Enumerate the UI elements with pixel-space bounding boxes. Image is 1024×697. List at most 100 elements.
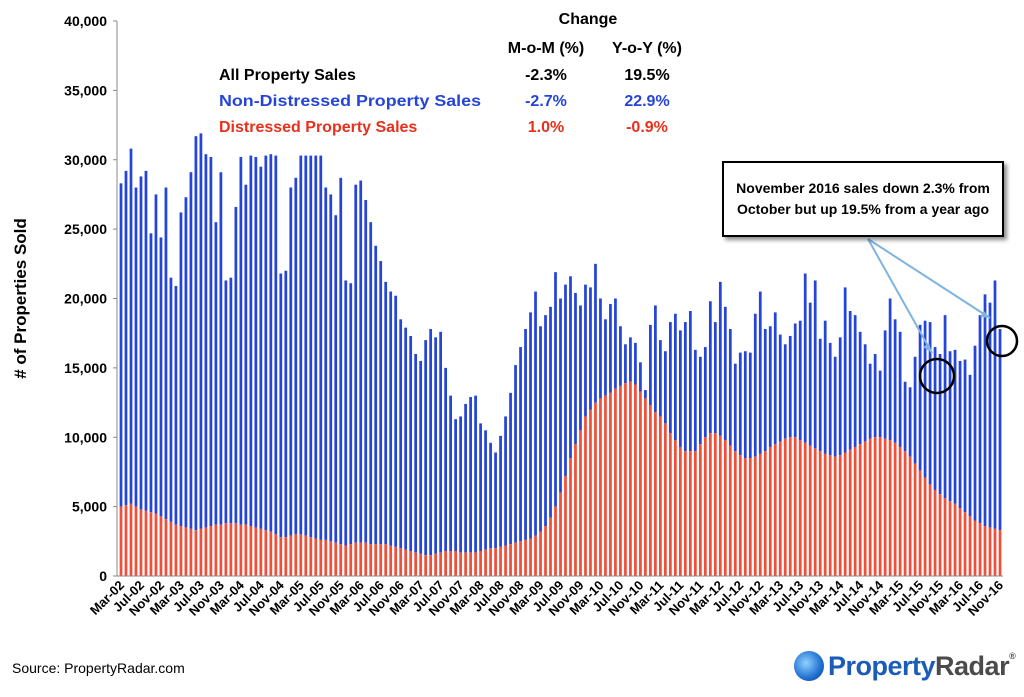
bar-distressed (669, 433, 672, 576)
bar-distressed (389, 545, 393, 576)
logo-text-property: Property (828, 650, 936, 681)
bar-non-distressed (669, 322, 672, 434)
bar-non-distressed (379, 261, 383, 545)
bar-non-distressed (574, 292, 577, 445)
bar-non-distressed (369, 222, 373, 545)
bar-distressed (723, 440, 727, 576)
bar-non-distressed (778, 334, 782, 442)
bar-non-distressed (993, 280, 997, 529)
bar-distressed (234, 523, 238, 576)
y-tick-label: 25,000 (64, 221, 107, 237)
bar-non-distressed (703, 347, 707, 438)
bar-distressed (913, 463, 917, 576)
bar-non-distressed (209, 156, 213, 527)
bar-distressed (654, 412, 657, 576)
bar-non-distressed (808, 302, 812, 446)
bar-distressed (803, 442, 807, 576)
bar-non-distressed (723, 306, 727, 441)
bar-distressed (439, 552, 443, 576)
bar-non-distressed (364, 199, 368, 543)
bar-distressed (693, 451, 697, 577)
bar-distressed (983, 526, 987, 576)
bar-non-distressed (933, 347, 937, 490)
bar-distressed (883, 438, 887, 576)
bar-non-distressed (414, 354, 418, 553)
bar-non-distressed (509, 392, 512, 545)
bar-non-distressed (289, 187, 293, 536)
bar-non-distressed (339, 177, 343, 545)
bar-non-distressed (733, 363, 737, 452)
bar-non-distressed (154, 194, 158, 514)
bar-distressed (314, 538, 318, 576)
bar-distressed (134, 506, 138, 577)
bar-non-distressed (639, 362, 642, 392)
table-row-all-mom: -2.3% (525, 67, 567, 84)
bar-non-distressed (793, 323, 797, 438)
bar-non-distressed (873, 354, 877, 438)
bar-distressed (589, 409, 592, 576)
bar-distressed (838, 455, 842, 576)
bar-non-distressed (139, 176, 143, 510)
bar-non-distressed (743, 351, 747, 459)
bar-non-distressed (259, 166, 263, 529)
bar-non-distressed (384, 281, 388, 545)
bar-distressed (504, 545, 507, 576)
bar-distressed (893, 442, 897, 576)
bar-distressed (743, 458, 747, 576)
bar-distressed (718, 435, 722, 576)
bar-non-distressed (439, 331, 443, 553)
bar-distressed (224, 523, 228, 576)
table-row-all-label: All Property Sales (219, 67, 356, 84)
bar-non-distressed (698, 356, 702, 445)
bar-distressed (374, 544, 378, 576)
bar-distressed (649, 405, 652, 576)
bar-distressed (359, 542, 363, 576)
propertyradar-logo: PropertyRadar® (794, 648, 1016, 684)
bar-distressed (963, 512, 967, 576)
bar-distressed (284, 537, 288, 576)
bar-non-distressed (449, 395, 452, 552)
table-title: Change (559, 11, 618, 28)
bar-distressed (139, 509, 143, 576)
bar-distressed (454, 551, 457, 576)
bar-non-distressed (549, 306, 552, 518)
bar-non-distressed (833, 356, 837, 457)
bar-non-distressed (184, 197, 188, 528)
bar-distressed (574, 444, 577, 576)
table-col-yoy: Y-o-Y (%) (612, 40, 682, 57)
bar-distressed (758, 453, 762, 576)
bar-non-distressed (254, 156, 258, 528)
bar-non-distressed (409, 335, 413, 552)
bar-distressed (978, 523, 982, 576)
bar-distressed (629, 381, 632, 576)
bar-non-distressed (329, 194, 333, 542)
y-axis-label: # of Properties Sold (11, 218, 30, 379)
bar-distressed (793, 437, 797, 576)
bar-distressed (249, 526, 253, 576)
bar-distressed (199, 528, 203, 576)
bar-non-distressed (908, 387, 912, 457)
bar-distressed (159, 516, 163, 576)
bar-distressed (783, 438, 787, 576)
bar-distressed (968, 516, 972, 576)
bar-non-distressed (629, 337, 632, 382)
bar-distressed (683, 451, 687, 577)
bar-non-distressed (983, 294, 987, 527)
bar-non-distressed (758, 291, 762, 454)
table-row-distressed-label: Distressed Property Sales (219, 119, 417, 136)
y-tick-label: 35,000 (64, 82, 107, 98)
bar-non-distressed (604, 319, 607, 396)
bar-distressed (624, 383, 627, 576)
bar-distressed (923, 477, 927, 576)
bar-non-distressed (444, 367, 448, 552)
bar-non-distressed (484, 430, 487, 550)
bar-distressed (549, 517, 552, 576)
bar-distressed (888, 440, 892, 576)
y-tick-label: 0 (99, 568, 107, 584)
bar-distressed (309, 537, 313, 576)
bar-distressed (853, 446, 857, 576)
bar-non-distressed (144, 170, 148, 511)
bar-non-distressed (489, 442, 492, 549)
bar-non-distressed (159, 237, 163, 517)
bar-distressed (634, 384, 637, 576)
